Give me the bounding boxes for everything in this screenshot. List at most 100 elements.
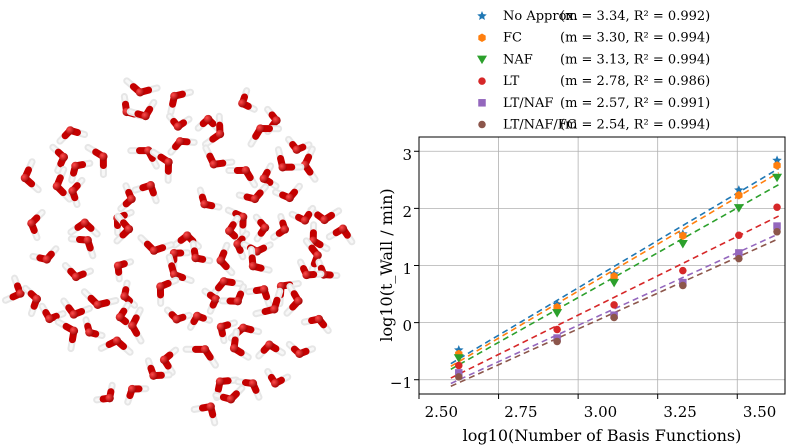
data-point — [553, 325, 561, 334]
scatter-plot: 2.50 2.75 3.00 3.25 3.50 −1 0 1 2 3 log1… — [377, 136, 786, 445]
water-molecule — [271, 182, 303, 203]
water-molecule — [189, 240, 214, 265]
water-molecule — [201, 112, 225, 148]
water-molecule — [29, 245, 60, 264]
water-molecule — [245, 285, 273, 308]
y-axis-label: log10(t_Wall / min) — [377, 188, 396, 341]
data-point — [772, 173, 783, 183]
data-point — [773, 228, 781, 236]
water-molecule — [97, 336, 134, 356]
legend-label: NAF — [503, 52, 533, 67]
x-tick-labels: 2.50 2.75 3.00 3.25 3.50 — [425, 403, 777, 421]
legend-label: LT/NAF — [503, 96, 553, 111]
legend-marker — [478, 120, 486, 129]
water-molecule — [149, 148, 173, 184]
axis-ticks — [414, 150, 738, 399]
data-point — [552, 309, 563, 318]
y-tick-labels: −1 0 1 2 3 — [390, 146, 412, 392]
water-molecule — [300, 314, 332, 335]
water-molecule — [285, 340, 317, 359]
water-molecule — [82, 316, 106, 339]
data-markers — [453, 155, 783, 381]
legend-fit-stats: (m = 3.30, R² = 0.994) — [560, 31, 710, 46]
data-point — [735, 249, 743, 257]
x-tick-label: 2.75 — [504, 403, 537, 421]
water-molecule — [218, 283, 248, 306]
water-molecule — [120, 279, 139, 309]
water-molecule — [67, 218, 101, 238]
data-point — [553, 337, 561, 346]
water-molecule — [163, 306, 193, 324]
y-tick-label: 3 — [402, 146, 412, 164]
x-tick-label: 2.50 — [425, 403, 458, 421]
water-molecule — [144, 357, 173, 380]
water-molecule — [209, 277, 245, 298]
water-molecule — [235, 183, 269, 204]
water-molecule — [247, 246, 273, 274]
legend-fit-stats: (m = 3.13, R² = 0.994) — [560, 52, 710, 67]
water-molecule — [1, 274, 25, 304]
data-point — [733, 204, 744, 213]
water-molecule — [216, 241, 236, 277]
water-molecule — [285, 135, 313, 154]
water-molecule — [131, 181, 160, 205]
x-tick-label: 3.50 — [743, 403, 776, 421]
water-molecule — [117, 182, 136, 213]
water-molecule — [123, 77, 161, 97]
x-axis-label: log10(Number of Basis Functions) — [463, 426, 742, 445]
y-tick-label: −1 — [390, 374, 412, 392]
y-tick-label: 1 — [402, 260, 412, 278]
water-molecule — [225, 214, 244, 245]
water-molecule — [49, 143, 69, 175]
water-molecule — [224, 206, 248, 237]
water-molecule — [252, 213, 270, 243]
water-molecule — [20, 158, 42, 194]
water-molecule — [238, 87, 258, 113]
legend-label: No Approx. — [503, 9, 578, 24]
water-molecule — [296, 258, 325, 280]
legend-fit-stats: (m = 3.34, R² = 0.992) — [560, 9, 710, 24]
water-molecule — [68, 176, 86, 208]
legend-marker — [477, 55, 487, 65]
water-molecule — [126, 98, 158, 121]
x-tick-label: 3.25 — [663, 403, 696, 421]
water-molecule — [264, 367, 292, 388]
water-molecule — [165, 253, 195, 285]
water-molecule — [288, 204, 317, 225]
data-point — [609, 278, 620, 288]
water-molecule — [27, 208, 46, 242]
data-point — [773, 222, 781, 230]
water-molecule — [202, 144, 236, 169]
water-molecule — [212, 384, 246, 404]
data-point — [453, 354, 464, 363]
water-molecule — [194, 114, 222, 132]
data-point — [679, 266, 687, 275]
water-molecule — [196, 186, 223, 211]
water-molecule — [124, 384, 150, 406]
data-point — [677, 240, 688, 249]
water-molecule — [115, 301, 135, 330]
water-molecule — [113, 258, 135, 283]
water-molecule — [259, 162, 280, 190]
grid-lines — [418, 137, 785, 394]
data-point — [610, 313, 618, 322]
water-cluster-image — [1, 77, 356, 427]
legend-marker — [478, 77, 486, 85]
legend-fit-stats: (m = 2.78, R² = 0.986) — [560, 74, 710, 89]
fit-line — [450, 171, 780, 368]
legend-label: LT — [503, 74, 520, 89]
data-point — [773, 161, 781, 170]
water-molecule — [233, 230, 251, 261]
data-point — [455, 361, 463, 370]
water-molecule — [182, 345, 219, 369]
legend-fit-stats: (m = 2.57, R² = 0.991) — [560, 96, 710, 111]
water-molecule — [274, 146, 305, 172]
water-molecule — [67, 235, 97, 260]
fit-line — [450, 215, 779, 379]
legend-label: LT/NAF/FC — [503, 118, 577, 133]
water-molecule — [113, 212, 134, 245]
data-point — [735, 231, 743, 239]
water-molecule — [56, 126, 89, 145]
water-molecule — [127, 146, 160, 170]
